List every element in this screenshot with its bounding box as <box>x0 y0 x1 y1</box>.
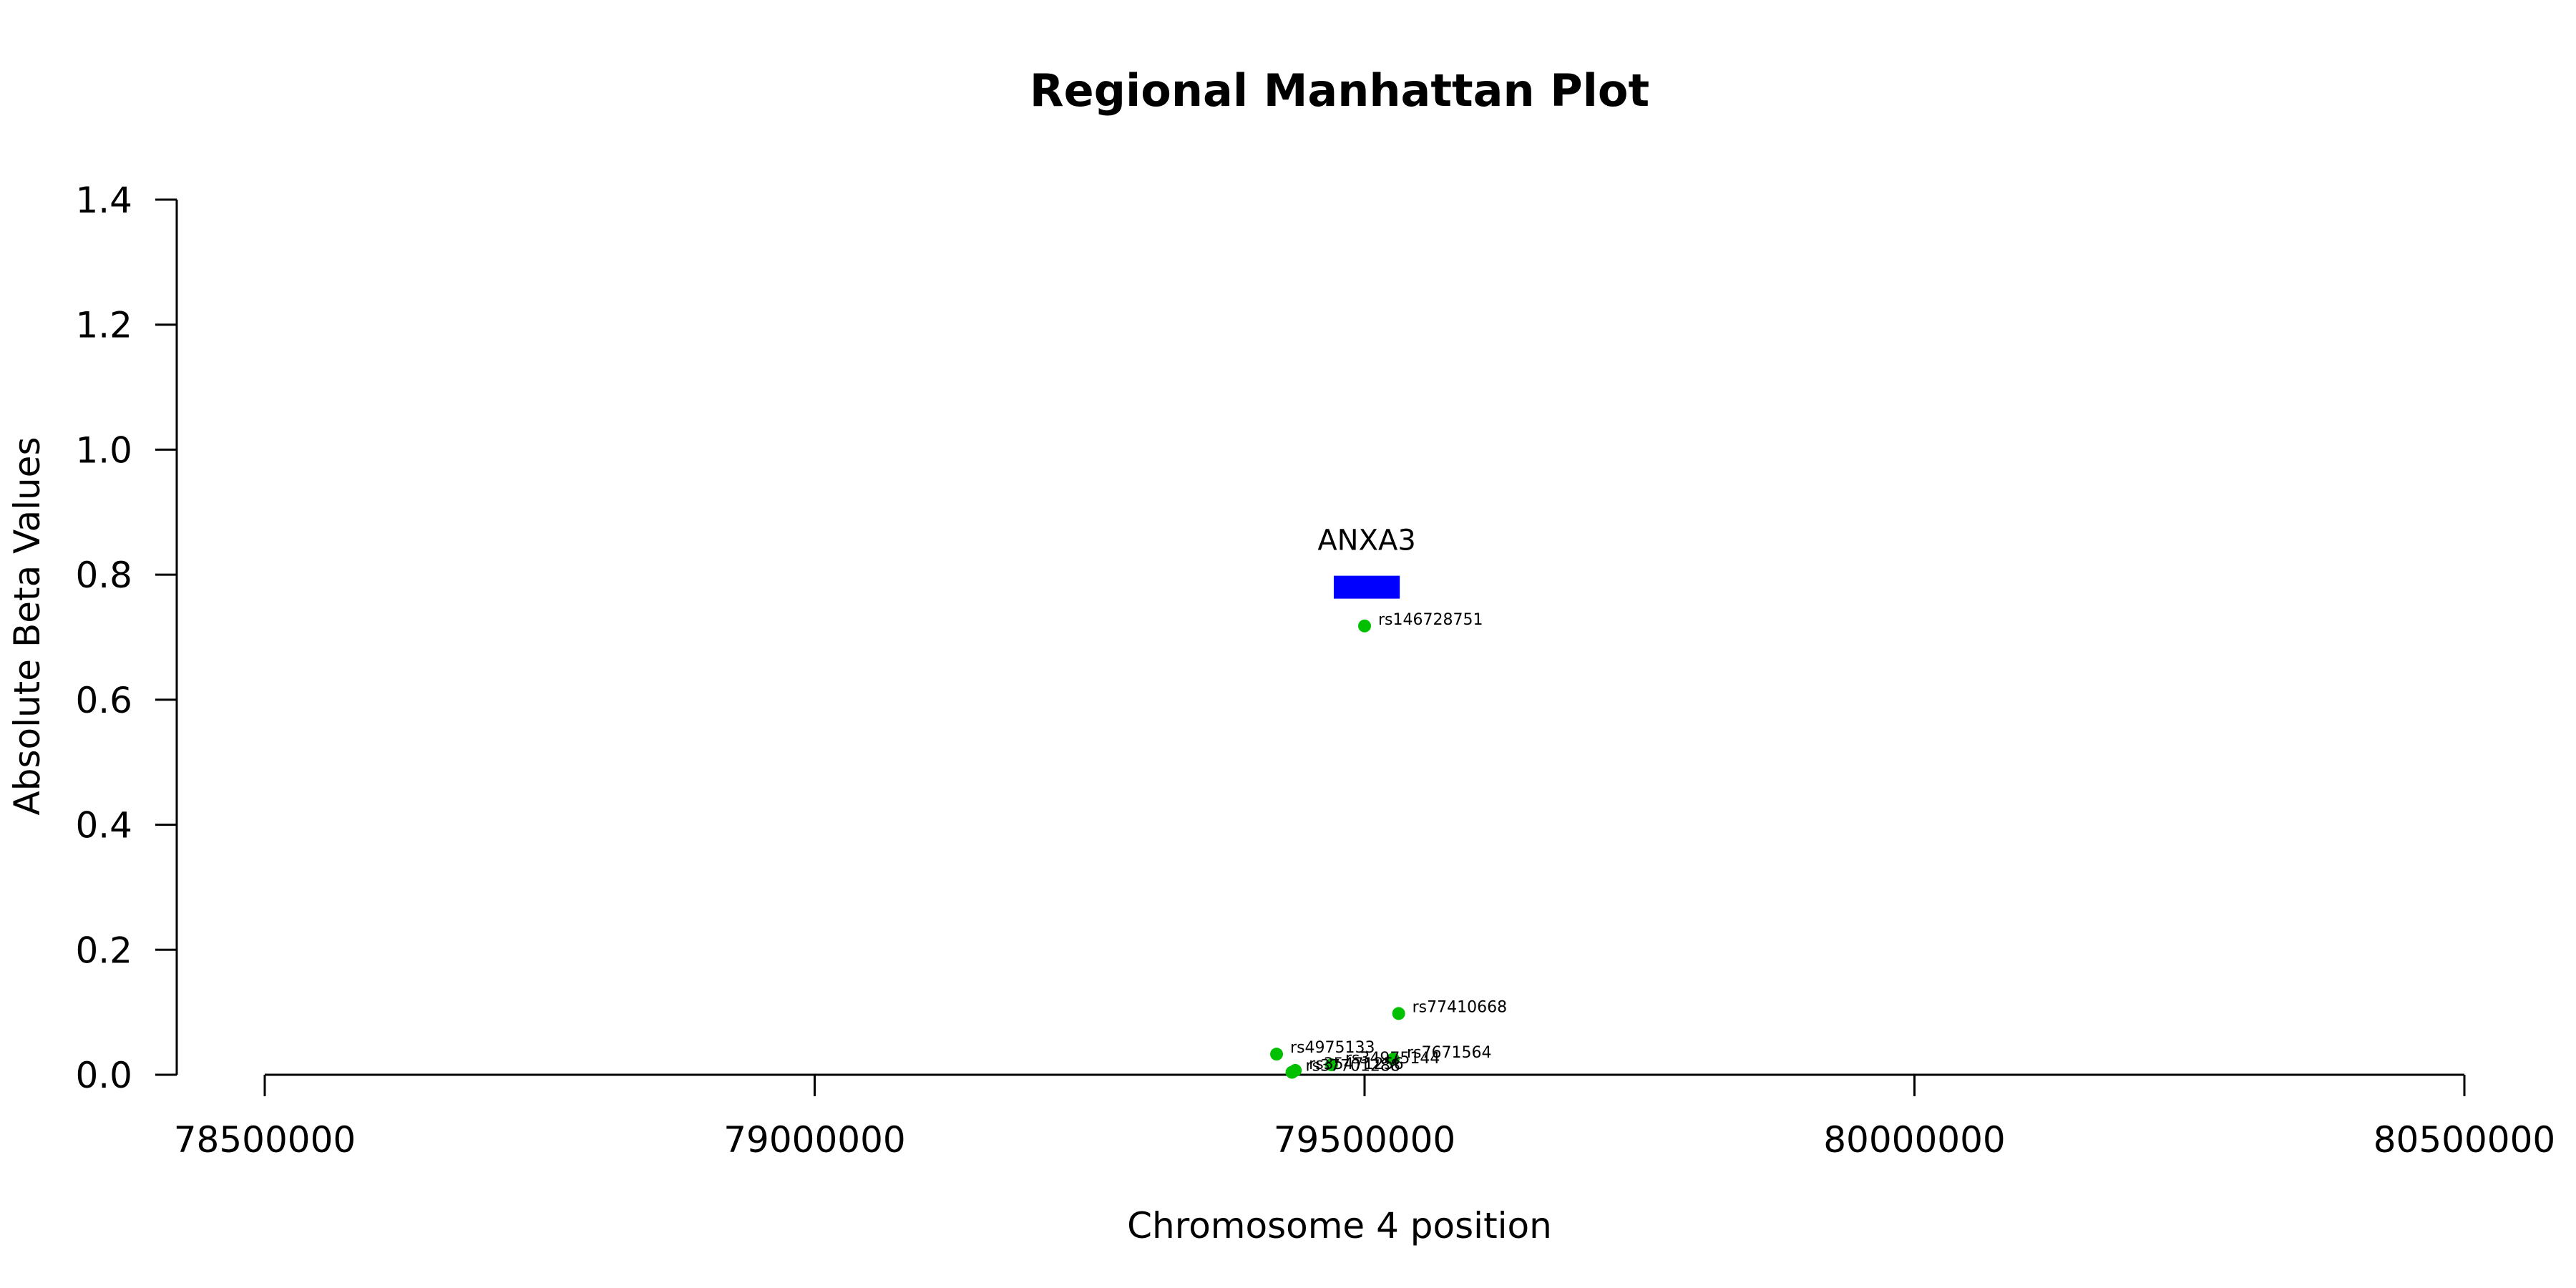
y-axis: 0.0 0.2 0.4 0.6 0.8 1.0 1.2 1.4 <box>75 180 178 1096</box>
snp-point <box>1324 1058 1338 1072</box>
snp-label: rs146728751 <box>1378 611 1483 629</box>
snp-label: rs4975133 <box>1290 1039 1375 1057</box>
y-tick-label: 1.0 <box>75 429 132 471</box>
y-tick-label: 0.6 <box>75 680 132 721</box>
y-tick-label: 0.4 <box>75 805 132 847</box>
snp-label: rs7671564 <box>1407 1044 1491 1062</box>
snp-label: rs35471256 <box>1309 1055 1403 1073</box>
x-tick-label: 79000000 <box>723 1119 906 1161</box>
x-axis: 78500000 79000000 79500000 80000000 80500000 <box>174 1073 2556 1161</box>
gene-label: ANXA3 <box>1317 525 1416 557</box>
snp-point <box>1386 1053 1400 1066</box>
x-tick-label: 80500000 <box>2373 1119 2556 1161</box>
y-tick-label: 0.2 <box>75 930 132 971</box>
gene-track: ANXA3 <box>1317 525 1416 599</box>
snp-label: rs77410668 <box>1413 998 1507 1016</box>
y-tick-label: 1.2 <box>75 305 132 346</box>
snp-point <box>1285 1065 1299 1079</box>
x-tick-label: 79500000 <box>1274 1119 1456 1161</box>
snp-point <box>1392 1007 1405 1020</box>
y-axis-label: Absolute Beta Values <box>6 437 48 816</box>
x-tick-label: 80000000 <box>1823 1119 2006 1161</box>
snp-label: rs34975144 <box>1345 1050 1440 1068</box>
x-tick-label: 78500000 <box>174 1119 356 1161</box>
x-axis-label: Chromosome 4 position <box>1127 1205 1552 1246</box>
chart-title: Regional Manhattan Plot <box>1030 64 1649 117</box>
snp-label: rs37701288 <box>1306 1058 1400 1075</box>
y-tick-label: 0.8 <box>75 555 132 596</box>
gene-bar <box>1333 575 1400 599</box>
y-tick-label: 0.0 <box>75 1055 132 1096</box>
snp-point <box>1270 1048 1284 1061</box>
y-tick-label: 1.4 <box>75 180 132 221</box>
snp-point <box>1358 619 1371 633</box>
